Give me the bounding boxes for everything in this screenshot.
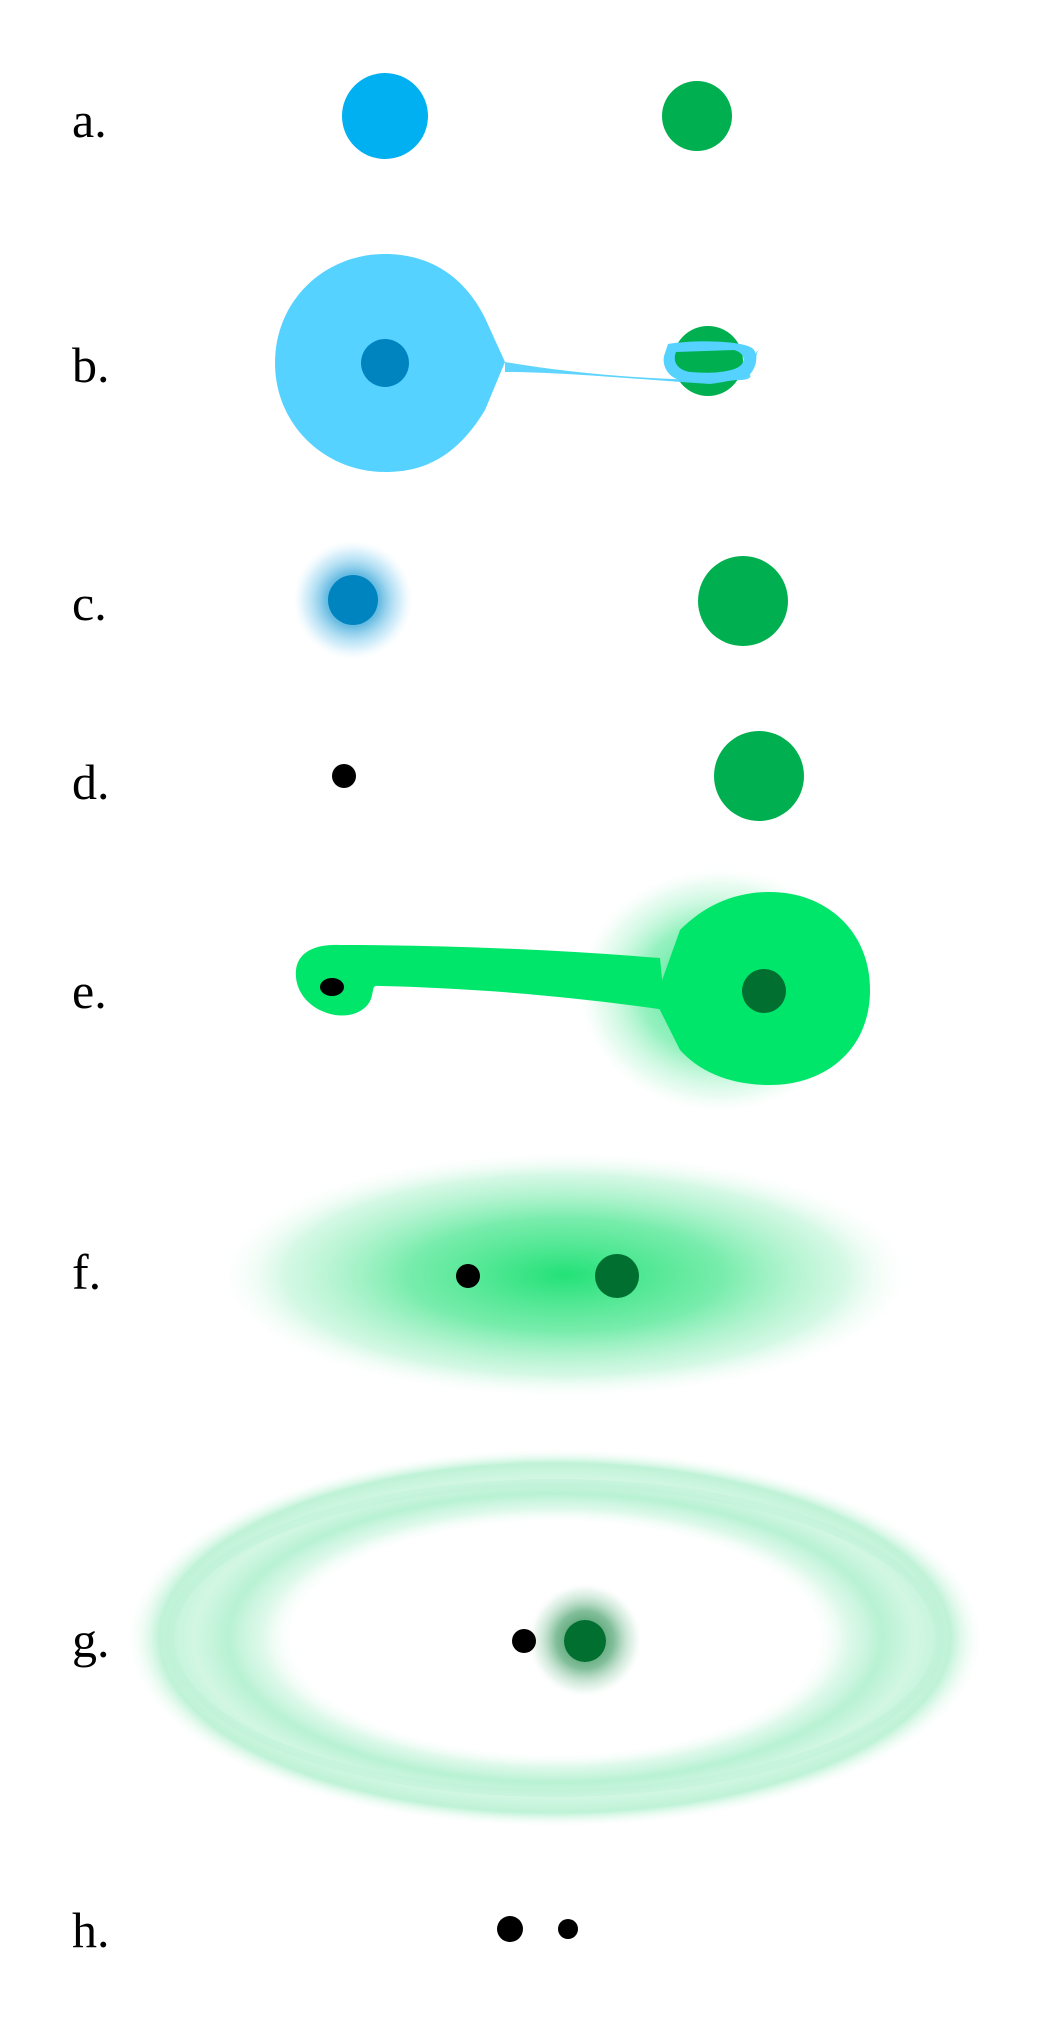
green-star xyxy=(698,556,788,646)
green-star xyxy=(714,731,804,821)
stage-h-system xyxy=(497,1916,578,1942)
stage-f-system xyxy=(215,1150,915,1400)
compact-object xyxy=(512,1629,536,1653)
compact-object xyxy=(320,978,344,996)
compact-object xyxy=(456,1264,480,1288)
blue-star-core xyxy=(328,575,378,625)
green-star-accretor xyxy=(673,326,743,396)
stage-f-label: f. xyxy=(72,1244,102,1300)
blue-star xyxy=(342,73,428,159)
stage-h-label: h. xyxy=(72,1902,110,1958)
compact-object xyxy=(332,764,356,788)
stage-a-label: a. xyxy=(72,92,107,148)
stage-e-label: e. xyxy=(72,963,107,1019)
green-star-core xyxy=(595,1254,639,1298)
mass-transfer-stream xyxy=(505,350,759,384)
stage-e-system xyxy=(295,865,870,1115)
accretion-ring xyxy=(663,341,757,383)
green-star xyxy=(662,81,732,151)
common-envelope xyxy=(215,1150,915,1400)
stage-b-system xyxy=(275,254,759,472)
stage-d-label: d. xyxy=(72,754,110,810)
stage-c-label: c. xyxy=(72,575,107,631)
stage-a-system xyxy=(342,73,732,159)
compact-object-secondary xyxy=(558,1919,578,1939)
compact-object-primary xyxy=(497,1916,523,1942)
ejected-envelope-ring-band xyxy=(166,1479,944,1797)
mass-transfer-stream xyxy=(295,944,665,1016)
green-giant-core xyxy=(742,969,786,1013)
green-star-core xyxy=(564,1620,606,1662)
stage-g-label: g. xyxy=(72,1612,110,1668)
stage-c-system xyxy=(293,540,788,660)
blue-star-core xyxy=(361,339,409,387)
stage-g-system xyxy=(125,1448,985,1828)
stage-d-system xyxy=(332,731,804,821)
stage-b-label: b. xyxy=(72,337,110,393)
